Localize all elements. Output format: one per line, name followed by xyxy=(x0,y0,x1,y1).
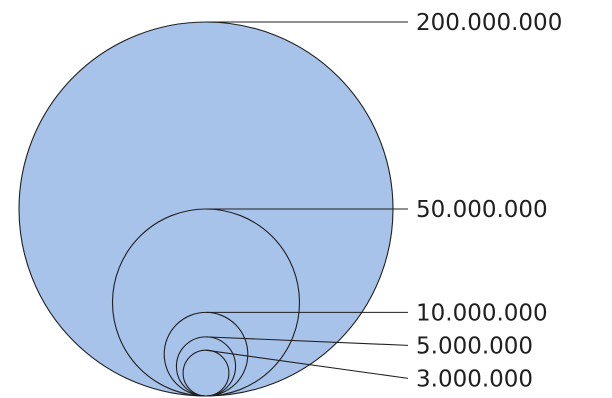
leader-line-3 xyxy=(205,336,409,346)
value-labels-group: 200.000.000 50.000.000 10.000.000 5.000.000… xyxy=(416,10,562,392)
value-label-3: 5.000.000 xyxy=(416,333,533,359)
bubble-4 xyxy=(182,349,230,397)
value-label-0: 200.000.000 xyxy=(416,10,562,36)
leader-lines-group xyxy=(205,21,409,379)
value-label-1: 50.000.000 xyxy=(416,197,548,223)
value-label-4: 3.000.000 xyxy=(416,366,533,392)
leader-line-4 xyxy=(205,349,409,379)
value-label-2: 10.000.000 xyxy=(416,300,548,326)
